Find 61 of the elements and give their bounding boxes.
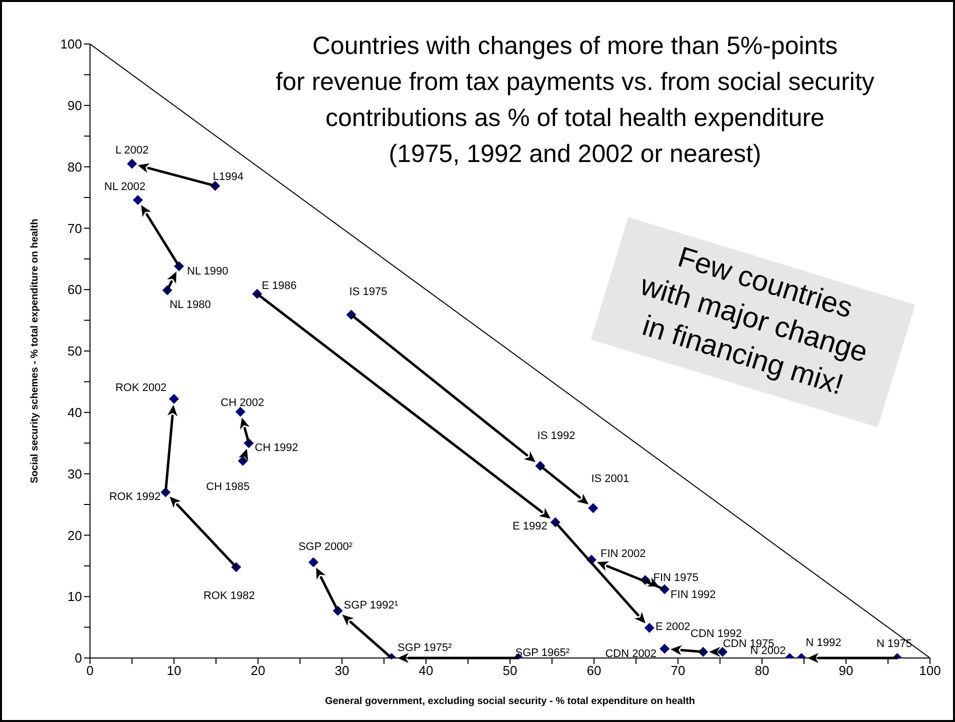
data-label: CH 2002 — [220, 396, 264, 409]
data-label: ROK 1992 — [109, 491, 161, 504]
data-label: IS 2001 — [591, 473, 630, 486]
data-label: SGP 1975² — [398, 642, 452, 654]
data-label: E 1986 — [262, 280, 297, 292]
data-label: ROK 2002 — [115, 382, 167, 394]
x-tick-label: 60 — [586, 663, 602, 678]
data-label: CDN 2002 — [605, 648, 657, 660]
y-tick-label: 100 — [60, 36, 82, 52]
data-label: FIN 1992 — [670, 589, 716, 602]
point — [127, 158, 137, 169]
data-label: NL 1980 — [170, 299, 211, 312]
point — [660, 644, 670, 654]
x-tick-label: 80 — [754, 663, 770, 678]
data-label: NL 2002 — [104, 180, 146, 193]
y-tick-label: 90 — [68, 98, 82, 114]
y-tick-label: 60 — [68, 282, 82, 298]
data-label: FIN 2002 — [600, 548, 646, 560]
data-label: E 1992 — [512, 520, 548, 532]
x-tick-label: 20 — [250, 663, 266, 678]
data-label: SGP 1965² — [515, 647, 570, 659]
y-tick-label: 80 — [68, 159, 82, 174]
data-label: L 2002 — [115, 144, 149, 157]
x-tick-label: 70 — [670, 663, 686, 678]
y-tick-label: 0 — [74, 650, 82, 666]
point — [308, 557, 318, 568]
x-tick-label: 0 — [86, 663, 94, 678]
y-tick-label: 20 — [68, 528, 82, 543]
x-tick-label: 10 — [166, 663, 182, 678]
y-tick-label: 10 — [68, 589, 82, 604]
x-tick-label: 40 — [418, 663, 434, 678]
data-label: N 1975 — [876, 638, 912, 650]
data-label: SGP 1992¹ — [344, 600, 398, 612]
y-tick-label: 40 — [68, 405, 82, 420]
x-tick-label: 30 — [334, 663, 350, 678]
point — [132, 194, 143, 205]
y-tick-label: 70 — [68, 220, 82, 236]
x-tick-label: 90 — [838, 663, 854, 678]
data-label: CDN 1992 — [690, 628, 742, 640]
data-label: E 2002 — [655, 620, 690, 633]
point — [169, 394, 179, 404]
data-label: L1994 — [212, 170, 244, 183]
point — [644, 622, 654, 633]
data-label: IS 1992 — [537, 430, 576, 442]
y-axis-title: Social security schemes - % total expenditure on health — [30, 218, 41, 484]
point — [588, 503, 598, 514]
x-tick-label: 50 — [502, 663, 518, 678]
text: Countries with changes of more than 5%-points for revenue from tax payments vs. from social security contributions as % of total health expenditure (1975, 1992 and 2002 or nearest) — [276, 32, 875, 168]
data-label: CH 1985 — [206, 480, 250, 493]
y-tick-label: 50 — [68, 344, 82, 359]
data-label: IS 1975 — [349, 286, 388, 298]
data-label: N 1992 — [806, 637, 842, 649]
x-axis-title: General government, excluding social security - % total expenditure on health — [324, 696, 696, 707]
point — [235, 406, 246, 417]
x-tick-label: 100 — [919, 663, 941, 678]
data-label: SGP 2000² — [298, 541, 353, 554]
data-label: ROK 1982 — [203, 590, 255, 602]
data-label: NL 1990 — [187, 265, 228, 278]
data-label: CH 1992 — [254, 442, 298, 454]
y-tick-label: 30 — [68, 466, 82, 482]
data-label: FIN 1975 — [653, 572, 698, 584]
